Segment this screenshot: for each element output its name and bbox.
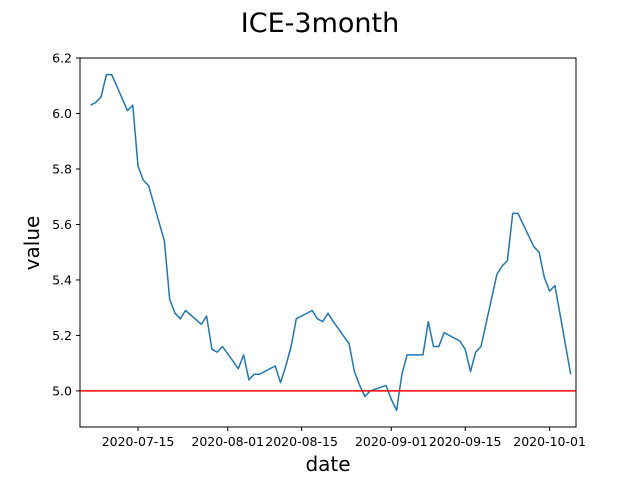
- y-tick-label: 5.6: [52, 217, 72, 232]
- x-axis-label: date: [305, 452, 350, 476]
- y-tick-label: 6.0: [52, 106, 72, 121]
- y-tick-label: 5.8: [52, 161, 72, 176]
- y-tick-label: 5.2: [52, 328, 72, 343]
- x-tick-label: 2020-10-01: [513, 434, 586, 449]
- x-tick-label: 2020-08-15: [265, 434, 338, 449]
- x-tick-label: 2020-09-15: [429, 434, 502, 449]
- chart-title: ICE-3month: [241, 8, 399, 39]
- x-tick-label: 2020-08-01: [191, 434, 264, 449]
- plot-area: 5.0 5.2 5.4 5.6 5.8 6.0 6.2 2020-07-15 2020-08-0…: [52, 51, 586, 450]
- x-tick-label: 2020-07-15: [102, 434, 175, 449]
- series-line-0: [90, 73, 572, 412]
- y-axis-label: value: [20, 216, 44, 271]
- y-tick-label: 6.2: [52, 51, 72, 66]
- x-tick-label: 2020-09-01: [355, 434, 428, 449]
- y-tick-label: 5.0: [52, 383, 72, 398]
- y-tick-label: 5.4: [52, 272, 72, 287]
- plot-frame: [79, 57, 577, 428]
